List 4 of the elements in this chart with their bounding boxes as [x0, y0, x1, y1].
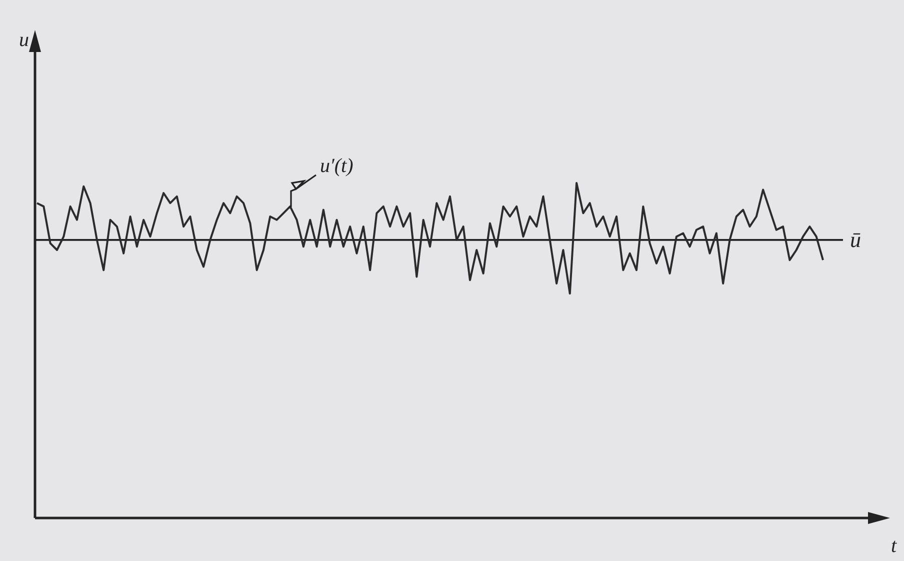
x-axis-title: t: [891, 535, 897, 557]
text: u: [19, 29, 29, 51]
text: u′(t): [320, 155, 354, 177]
ref-line-label: ū: [850, 226, 861, 252]
